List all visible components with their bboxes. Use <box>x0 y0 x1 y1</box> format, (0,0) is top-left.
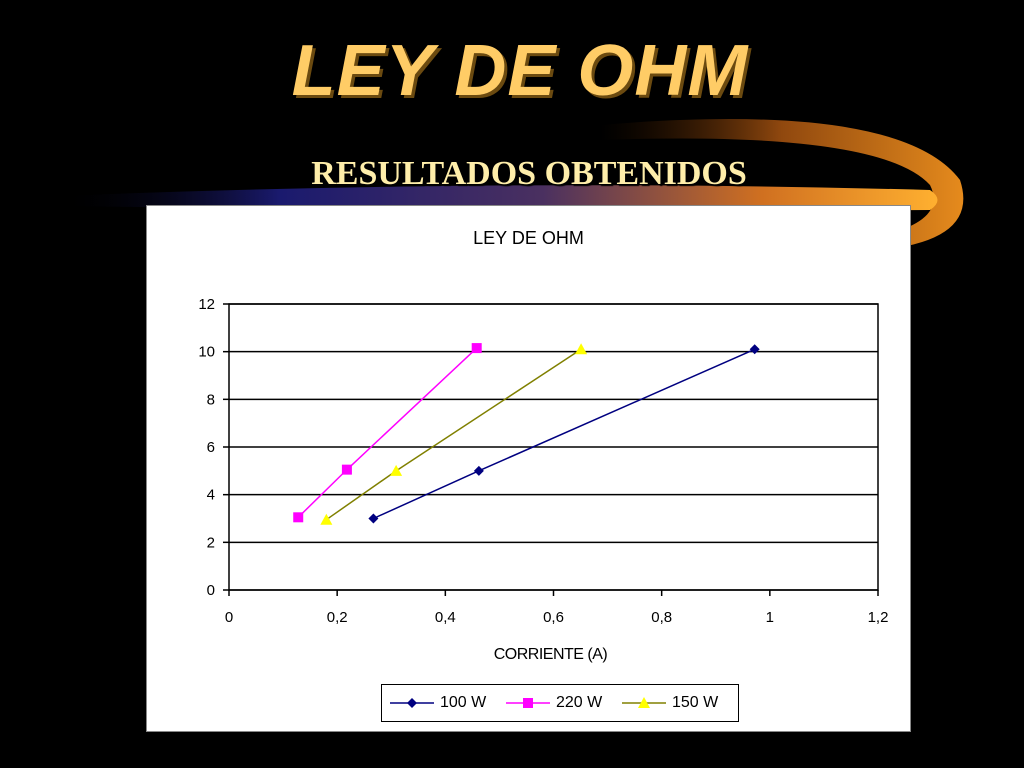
chart-plot: 0 2 4 6 8 10 12 0 0,2 0,4 0,6 0,8 1 1,2 <box>198 296 888 626</box>
data-point <box>473 465 484 476</box>
y-axis-label: VOLTAJE (V) <box>75 267 92 357</box>
legend-item: 220 W <box>506 685 602 721</box>
legend-item: 150 W <box>622 685 718 721</box>
x-tick-label: 1,2 <box>868 609 889 626</box>
chart-legend: 100 W 220 W 150 W <box>381 684 739 722</box>
data-point <box>320 513 333 525</box>
data-point <box>368 513 379 524</box>
x-tick-label: 0,8 <box>651 609 672 626</box>
y-tick-label: 4 <box>207 487 215 504</box>
series-2 <box>293 343 482 523</box>
data-point <box>293 512 304 523</box>
y-tick-label: 8 <box>207 391 215 408</box>
legend-marker <box>638 697 650 708</box>
series-line <box>297 347 478 518</box>
series-3 <box>320 343 588 525</box>
legend-swatch <box>390 698 434 708</box>
slide-title: LEY DE OHM <box>291 31 749 111</box>
y-tick-label: 10 <box>198 344 215 361</box>
y-tick-label: 12 <box>198 296 215 313</box>
y-tick-label: 0 <box>207 582 215 599</box>
grid-lines <box>229 303 878 591</box>
series-layer <box>293 343 760 525</box>
data-point <box>575 343 588 355</box>
legend-label: 150 W <box>672 694 719 711</box>
data-point <box>749 344 760 355</box>
data-point <box>390 464 403 476</box>
x-axis-label: CORRIENTE (A) <box>493 646 608 663</box>
decorative-sweep <box>60 185 938 211</box>
legend-swatch <box>622 697 666 708</box>
data-point <box>471 343 482 354</box>
decorative-arc <box>600 119 964 250</box>
axes: 0 2 4 6 8 10 12 0 0,2 0,4 0,6 0,8 1 1,2 <box>198 296 888 626</box>
x-tick-label: 0,4 <box>435 609 456 626</box>
y-tick-label: 2 <box>207 534 215 551</box>
x-tick-label: 0,2 <box>327 609 348 626</box>
legend-item: 100 W <box>390 685 486 721</box>
x-tick-label: 0 <box>225 609 233 626</box>
x-tick-label: 1 <box>766 609 774 626</box>
legend-label: 220 W <box>556 694 603 711</box>
slide-subtitle: RESULTADOS OBTENIDOS <box>311 155 747 192</box>
chart-panel: 0 2 4 6 8 10 12 0 0,2 0,4 0,6 0,8 1 1,2 LEY DE OHM VO… <box>75 205 911 732</box>
legend-marker <box>523 698 533 708</box>
data-point <box>341 464 352 475</box>
y-tick-label: 6 <box>207 439 215 456</box>
x-tick-label: 0,6 <box>543 609 564 626</box>
legend-swatch <box>506 698 550 708</box>
chart-title: LEY DE OHM <box>473 228 584 248</box>
series-line <box>373 348 755 520</box>
legend-marker <box>407 698 417 708</box>
series-1 <box>368 344 760 524</box>
legend-label: 100 W <box>440 694 487 711</box>
